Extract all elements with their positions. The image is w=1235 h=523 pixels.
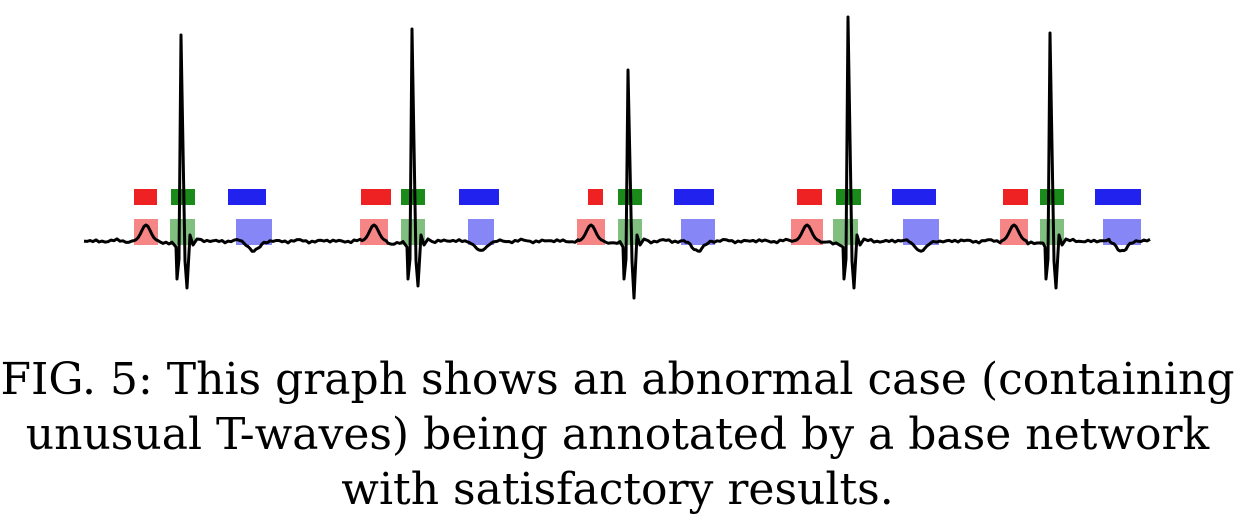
pred-p-wave-bar-1 xyxy=(134,189,157,205)
ecg-signal-line xyxy=(83,15,1151,300)
pred-p-wave-bar-4 xyxy=(797,189,822,205)
pred-t-wave-bar-5 xyxy=(1095,189,1141,205)
caption-line-2: unusual T-waves) being annotated by a ba… xyxy=(25,409,1210,460)
ecg-figure xyxy=(83,15,1151,300)
figure-caption: FIG. 5: This graph shows an abnormal cas… xyxy=(0,352,1235,517)
pred-t-wave-bar-1 xyxy=(228,189,266,205)
gt-p-wave-bar-1 xyxy=(134,219,158,245)
pred-qrs-bar-4 xyxy=(836,189,861,205)
gt-t-wave-bar-2 xyxy=(468,219,494,245)
pred-p-wave-bar-3 xyxy=(588,189,603,205)
pred-qrs-bar-2 xyxy=(401,189,425,205)
pred-t-wave-bar-2 xyxy=(459,189,499,205)
pred-p-wave-bar-5 xyxy=(1003,189,1028,205)
caption-line-1: FIG. 5: This graph shows an abnormal cas… xyxy=(0,354,1235,405)
pred-p-wave-bar-2 xyxy=(361,189,391,205)
pred-t-wave-bar-4 xyxy=(892,189,936,205)
pred-t-wave-bar-3 xyxy=(674,189,714,205)
caption-line-3: with satisfactory results. xyxy=(341,464,894,515)
ecg-plot xyxy=(83,15,1151,300)
